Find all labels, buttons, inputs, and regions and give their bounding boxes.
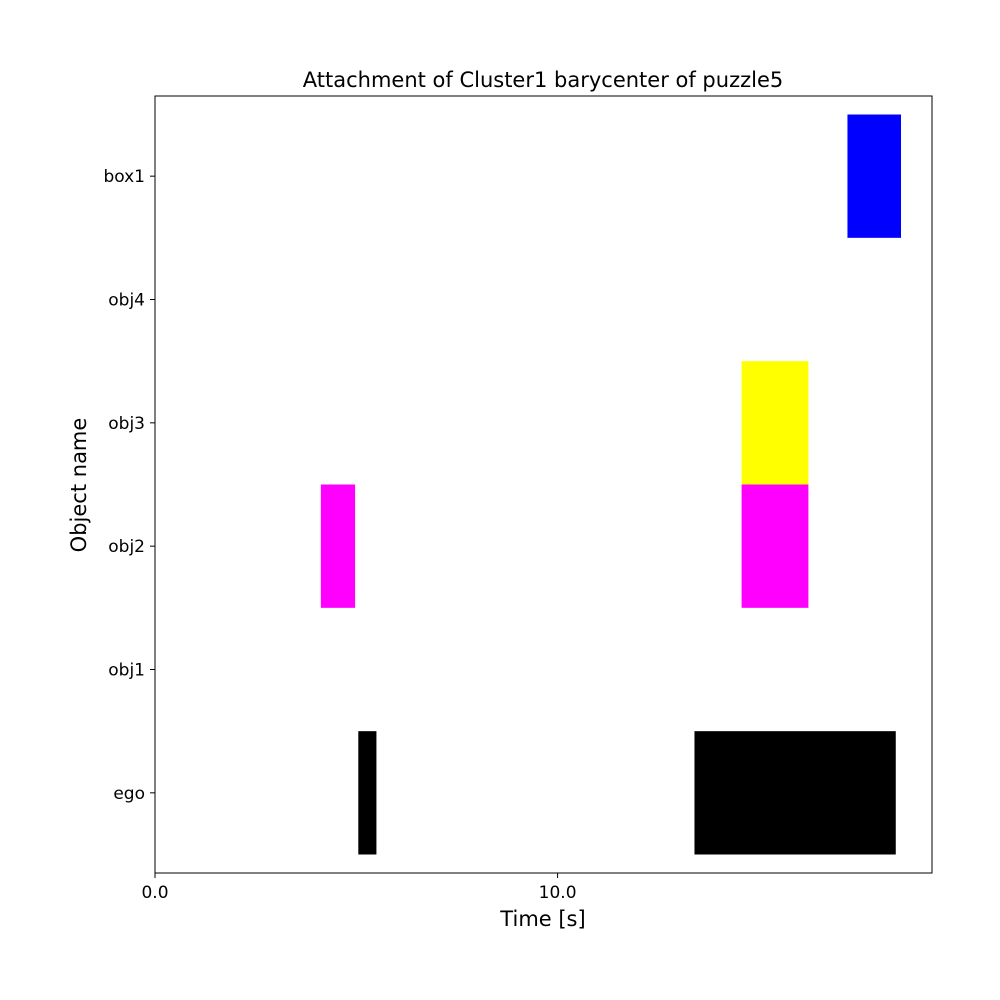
- y-tick-label-obj2: obj2: [108, 537, 145, 557]
- y-tick-label-ego: ego: [113, 784, 145, 804]
- y-axis-label: Object name: [67, 418, 91, 553]
- attachment-bar-obj3-1: [741, 361, 809, 485]
- attachment-bar-obj2-1: [320, 484, 356, 608]
- x-axis-label: Time [s]: [499, 907, 585, 931]
- attachment-bar-ego-2: [694, 731, 896, 855]
- y-tick-label-obj4: obj4: [108, 291, 145, 311]
- x-tick-label-2: 10.0: [539, 883, 577, 903]
- attachment-bar-box1-1: [847, 114, 902, 238]
- y-tick-label-obj1: obj1: [108, 661, 145, 681]
- x-tick-label-1: 0.0: [141, 883, 168, 903]
- attachment-bar-ego-1: [358, 731, 377, 855]
- bars-layer: [320, 114, 902, 855]
- y-tick-label-obj3: obj3: [108, 414, 145, 434]
- y-tick-label-box1: box1: [103, 167, 145, 187]
- chart-title: Attachment of Cluster1 barycenter of puz…: [303, 68, 784, 92]
- plot-area-frame: [154, 95, 933, 874]
- attachment-bar-obj2-2: [741, 484, 809, 608]
- ticks-layer: ego obj1 obj2 obj3 obj4 box1 0.0 10.0: [103, 167, 576, 903]
